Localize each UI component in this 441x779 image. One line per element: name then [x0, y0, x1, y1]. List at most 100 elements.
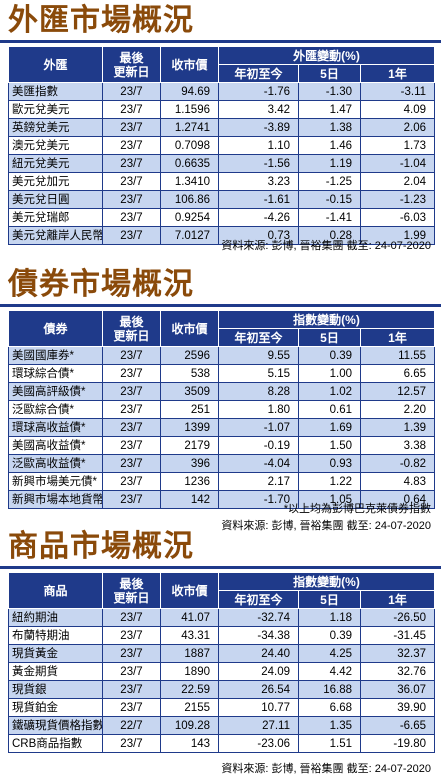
table-row: 美元兌瑞郎 23/7 0.9254 -4.26 -1.41 -6.03	[8, 208, 436, 227]
row-price: 2596	[160, 346, 219, 365]
commodities-title-underline	[0, 566, 441, 569]
row-ytd-change: -1.76	[218, 82, 299, 101]
fx-header-updated: 最後 更新日	[102, 46, 161, 83]
commodities-header-change-group: 指數變動(%)	[217, 572, 436, 591]
row-1y-change: 2.04	[359, 172, 436, 191]
table-row: 鐵礦現貨價格指數 22/7 109.28 27.11 1.35 -6.65	[8, 716, 436, 735]
row-5d-change: 16.88	[298, 680, 361, 699]
fx-header-change-group: 外匯變動(%)	[217, 46, 436, 65]
row-price: 1236	[160, 472, 219, 491]
bonds-header-name: 債券	[8, 310, 103, 347]
table-row: 現貨銀 23/7 22.59 26.54 16.88 36.07	[8, 680, 436, 699]
row-updated-date: 23/7	[102, 208, 161, 227]
row-ytd-change: 8.28	[218, 382, 299, 401]
row-5d-change: 1.19	[298, 154, 361, 173]
table-row: 現貨黃金 23/7 1887 24.40 4.25 32.37	[8, 644, 436, 663]
table-row: 美元兌日圓 23/7 106.86 -1.61 -0.15 -1.23	[8, 190, 436, 209]
row-updated-date: 23/7	[102, 364, 161, 383]
row-name: 美元兌離岸人民幣	[8, 226, 103, 245]
row-price: 1.3410	[160, 172, 219, 191]
row-1y-change: 0.64	[359, 490, 436, 509]
commodities-header-ytd: 年初至今	[218, 590, 299, 609]
row-price: 1890	[160, 662, 219, 681]
row-updated-date: 23/7	[102, 100, 161, 119]
row-name: 美國國庫券*	[8, 346, 103, 365]
row-updated-date: 23/7	[102, 436, 161, 455]
row-updated-date: 23/7	[102, 82, 161, 101]
bonds-header-ytd: 年初至今	[218, 328, 299, 347]
table-row: 美國高收益債* 23/7 2179 -0.19 1.50 3.38	[8, 436, 436, 455]
row-price: 142	[160, 490, 219, 509]
row-name: 環球高收益債*	[8, 418, 103, 437]
table-row: 美匯指數 23/7 94.69 -1.76 -1.30 -3.11	[8, 82, 436, 101]
row-ytd-change: 0.73	[218, 226, 299, 245]
row-5d-change: 1.38	[298, 118, 361, 137]
row-price: 43.31	[160, 626, 219, 645]
bonds-header-updated: 最後 更新日	[102, 310, 161, 347]
row-1y-change: -0.82	[359, 454, 436, 473]
row-name: 美匯指數	[8, 82, 103, 101]
row-price: 538	[160, 364, 219, 383]
row-1y-change: 6.65	[359, 364, 436, 383]
row-price: 1399	[160, 418, 219, 437]
row-name: 黃金期貨	[8, 662, 103, 681]
row-5d-change: 4.42	[298, 662, 361, 681]
table-row: 泛歐綜合債* 23/7 251 1.80 0.61 2.20	[8, 400, 436, 419]
row-price: 2179	[160, 436, 219, 455]
row-ytd-change: -1.70	[218, 490, 299, 509]
row-price: 41.07	[160, 608, 219, 627]
row-price: 1887	[160, 644, 219, 663]
row-updated-date: 23/7	[102, 490, 161, 509]
row-name: 英鎊兌美元	[8, 118, 103, 137]
commodities-header-name: 商品	[8, 572, 103, 609]
row-updated-date: 23/7	[102, 226, 161, 245]
row-ytd-change: 27.11	[218, 716, 299, 735]
row-5d-change: 0.61	[298, 400, 361, 419]
row-1y-change: -26.50	[359, 608, 436, 627]
row-5d-change: 0.39	[298, 346, 361, 365]
row-price: 0.7098	[160, 136, 219, 155]
row-1y-change: 1.99	[359, 226, 436, 245]
table-row: 現貨鉑金 23/7 2155 10.77 6.68 39.90	[8, 698, 436, 717]
row-1y-change: -31.45	[359, 626, 436, 645]
row-1y-change: 4.09	[359, 100, 436, 119]
bonds-header-price: 收市價	[160, 310, 219, 347]
fx-title-underline	[0, 40, 441, 43]
row-5d-change: -1.41	[298, 208, 361, 227]
bonds-table-body: 美國國庫券* 23/7 2596 9.55 0.39 11.55 環球綜合債* 23/7 538…	[8, 346, 436, 509]
row-name: 現貨黃金	[8, 644, 103, 663]
row-price: 22.59	[160, 680, 219, 699]
row-name: 紐元兌美元	[8, 154, 103, 173]
row-updated-date: 23/7	[102, 382, 161, 401]
table-row: 黃金期貨 23/7 1890 24.09 4.42 32.76	[8, 662, 436, 681]
table-row: 環球高收益債* 23/7 1399 -1.07 1.69 1.39	[8, 418, 436, 437]
row-name: 布蘭特期油	[8, 626, 103, 645]
commodities-header-1y: 1年	[359, 590, 436, 609]
row-ytd-change: 3.23	[218, 172, 299, 191]
row-price: 3509	[160, 382, 219, 401]
row-price: 2155	[160, 698, 219, 717]
fx-section-title: 外匯市場概況	[8, 3, 194, 38]
row-price: 396	[160, 454, 219, 473]
row-price: 251	[160, 400, 219, 419]
row-updated-date: 23/7	[102, 418, 161, 437]
row-price: 1.2741	[160, 118, 219, 137]
fx-header-name: 外匯	[8, 46, 103, 83]
row-price: 1.1596	[160, 100, 219, 119]
bonds-header-1y: 1年	[359, 328, 436, 347]
row-5d-change: -0.15	[298, 190, 361, 209]
bonds-header-change-group: 指數變動(%)	[217, 310, 436, 329]
row-updated-date: 22/7	[102, 716, 161, 735]
table-row: 歐元兌美元 23/7 1.1596 3.42 1.47 4.09	[8, 100, 436, 119]
row-ytd-change: 10.77	[218, 698, 299, 717]
row-1y-change: 2.20	[359, 400, 436, 419]
row-updated-date: 23/7	[102, 346, 161, 365]
row-name: CRB商品指數	[8, 734, 103, 753]
row-1y-change: 39.90	[359, 698, 436, 717]
row-updated-date: 23/7	[102, 172, 161, 191]
row-5d-change: 1.47	[298, 100, 361, 119]
bonds-table: 債券 最後 更新日 收市價 指數變動(%) 年初至今 5日 1年 美國國庫券* 2…	[8, 310, 436, 509]
row-price: 143	[160, 734, 219, 753]
row-updated-date: 23/7	[102, 698, 161, 717]
row-name: 紐約期油	[8, 608, 103, 627]
